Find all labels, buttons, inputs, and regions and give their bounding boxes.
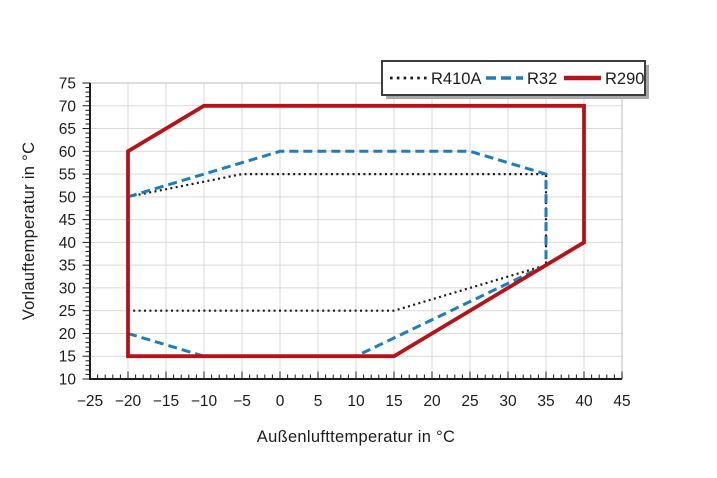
x-tick-label: 10 (347, 393, 365, 410)
x-tick-label: 15 (385, 393, 402, 410)
y-axis-title: Vorlauftemperatur in °C (20, 142, 38, 321)
x-tick-label: −25 (77, 393, 103, 410)
y-tick-label: 55 (59, 167, 76, 184)
x-tick-label: −20 (115, 393, 142, 410)
y-tick-label: 65 (59, 121, 76, 138)
y-tick-label: 25 (59, 303, 76, 320)
axis-spines (89, 83, 622, 380)
y-tick-label: 45 (59, 212, 76, 229)
x-tick-label: 5 (314, 393, 323, 410)
x-tick-label: −10 (191, 393, 218, 410)
series-layer (126, 103, 586, 359)
x-tick-label: 45 (613, 393, 630, 410)
y-tick-label: 35 (59, 258, 76, 275)
tick-labels: −25 −20 −15 −10 −5 0 5 10 15 20 25 30 35 40 45 10 15 20 25… (59, 76, 631, 411)
axis-ticks (82, 82, 623, 380)
x-tick-label: 30 (499, 393, 517, 410)
x-axis-title: Außenlufttemperatur in °C (257, 428, 455, 446)
x-tick-label: 40 (575, 393, 593, 410)
x-tick-label: −5 (233, 393, 251, 410)
y-tick-label: 20 (59, 326, 77, 343)
x-tick-label: 25 (461, 393, 478, 410)
x-tick-label: 35 (537, 393, 554, 410)
y-tick-label: 75 (59, 76, 76, 93)
y-tick-label: 70 (59, 98, 77, 115)
legend: R410A R32 R290 (381, 60, 649, 99)
legend-label-r410a: R410A (431, 70, 481, 88)
legend-label-r290: R290 (605, 70, 644, 88)
x-tick-label: −15 (153, 393, 179, 410)
y-tick-label: 50 (59, 189, 77, 206)
y-tick-label: 15 (59, 349, 76, 366)
y-tick-label: 30 (59, 280, 77, 297)
series-envelope-r32 (126, 149, 548, 358)
y-tick-label: 60 (59, 144, 77, 161)
x-tick-label: 0 (276, 393, 285, 410)
x-tick-label: 20 (423, 393, 441, 410)
series-envelope-r290 (126, 103, 586, 359)
legend-label-r32: R32 (527, 70, 557, 88)
y-tick-label: 10 (59, 372, 77, 389)
y-tick-label: 40 (59, 235, 77, 252)
